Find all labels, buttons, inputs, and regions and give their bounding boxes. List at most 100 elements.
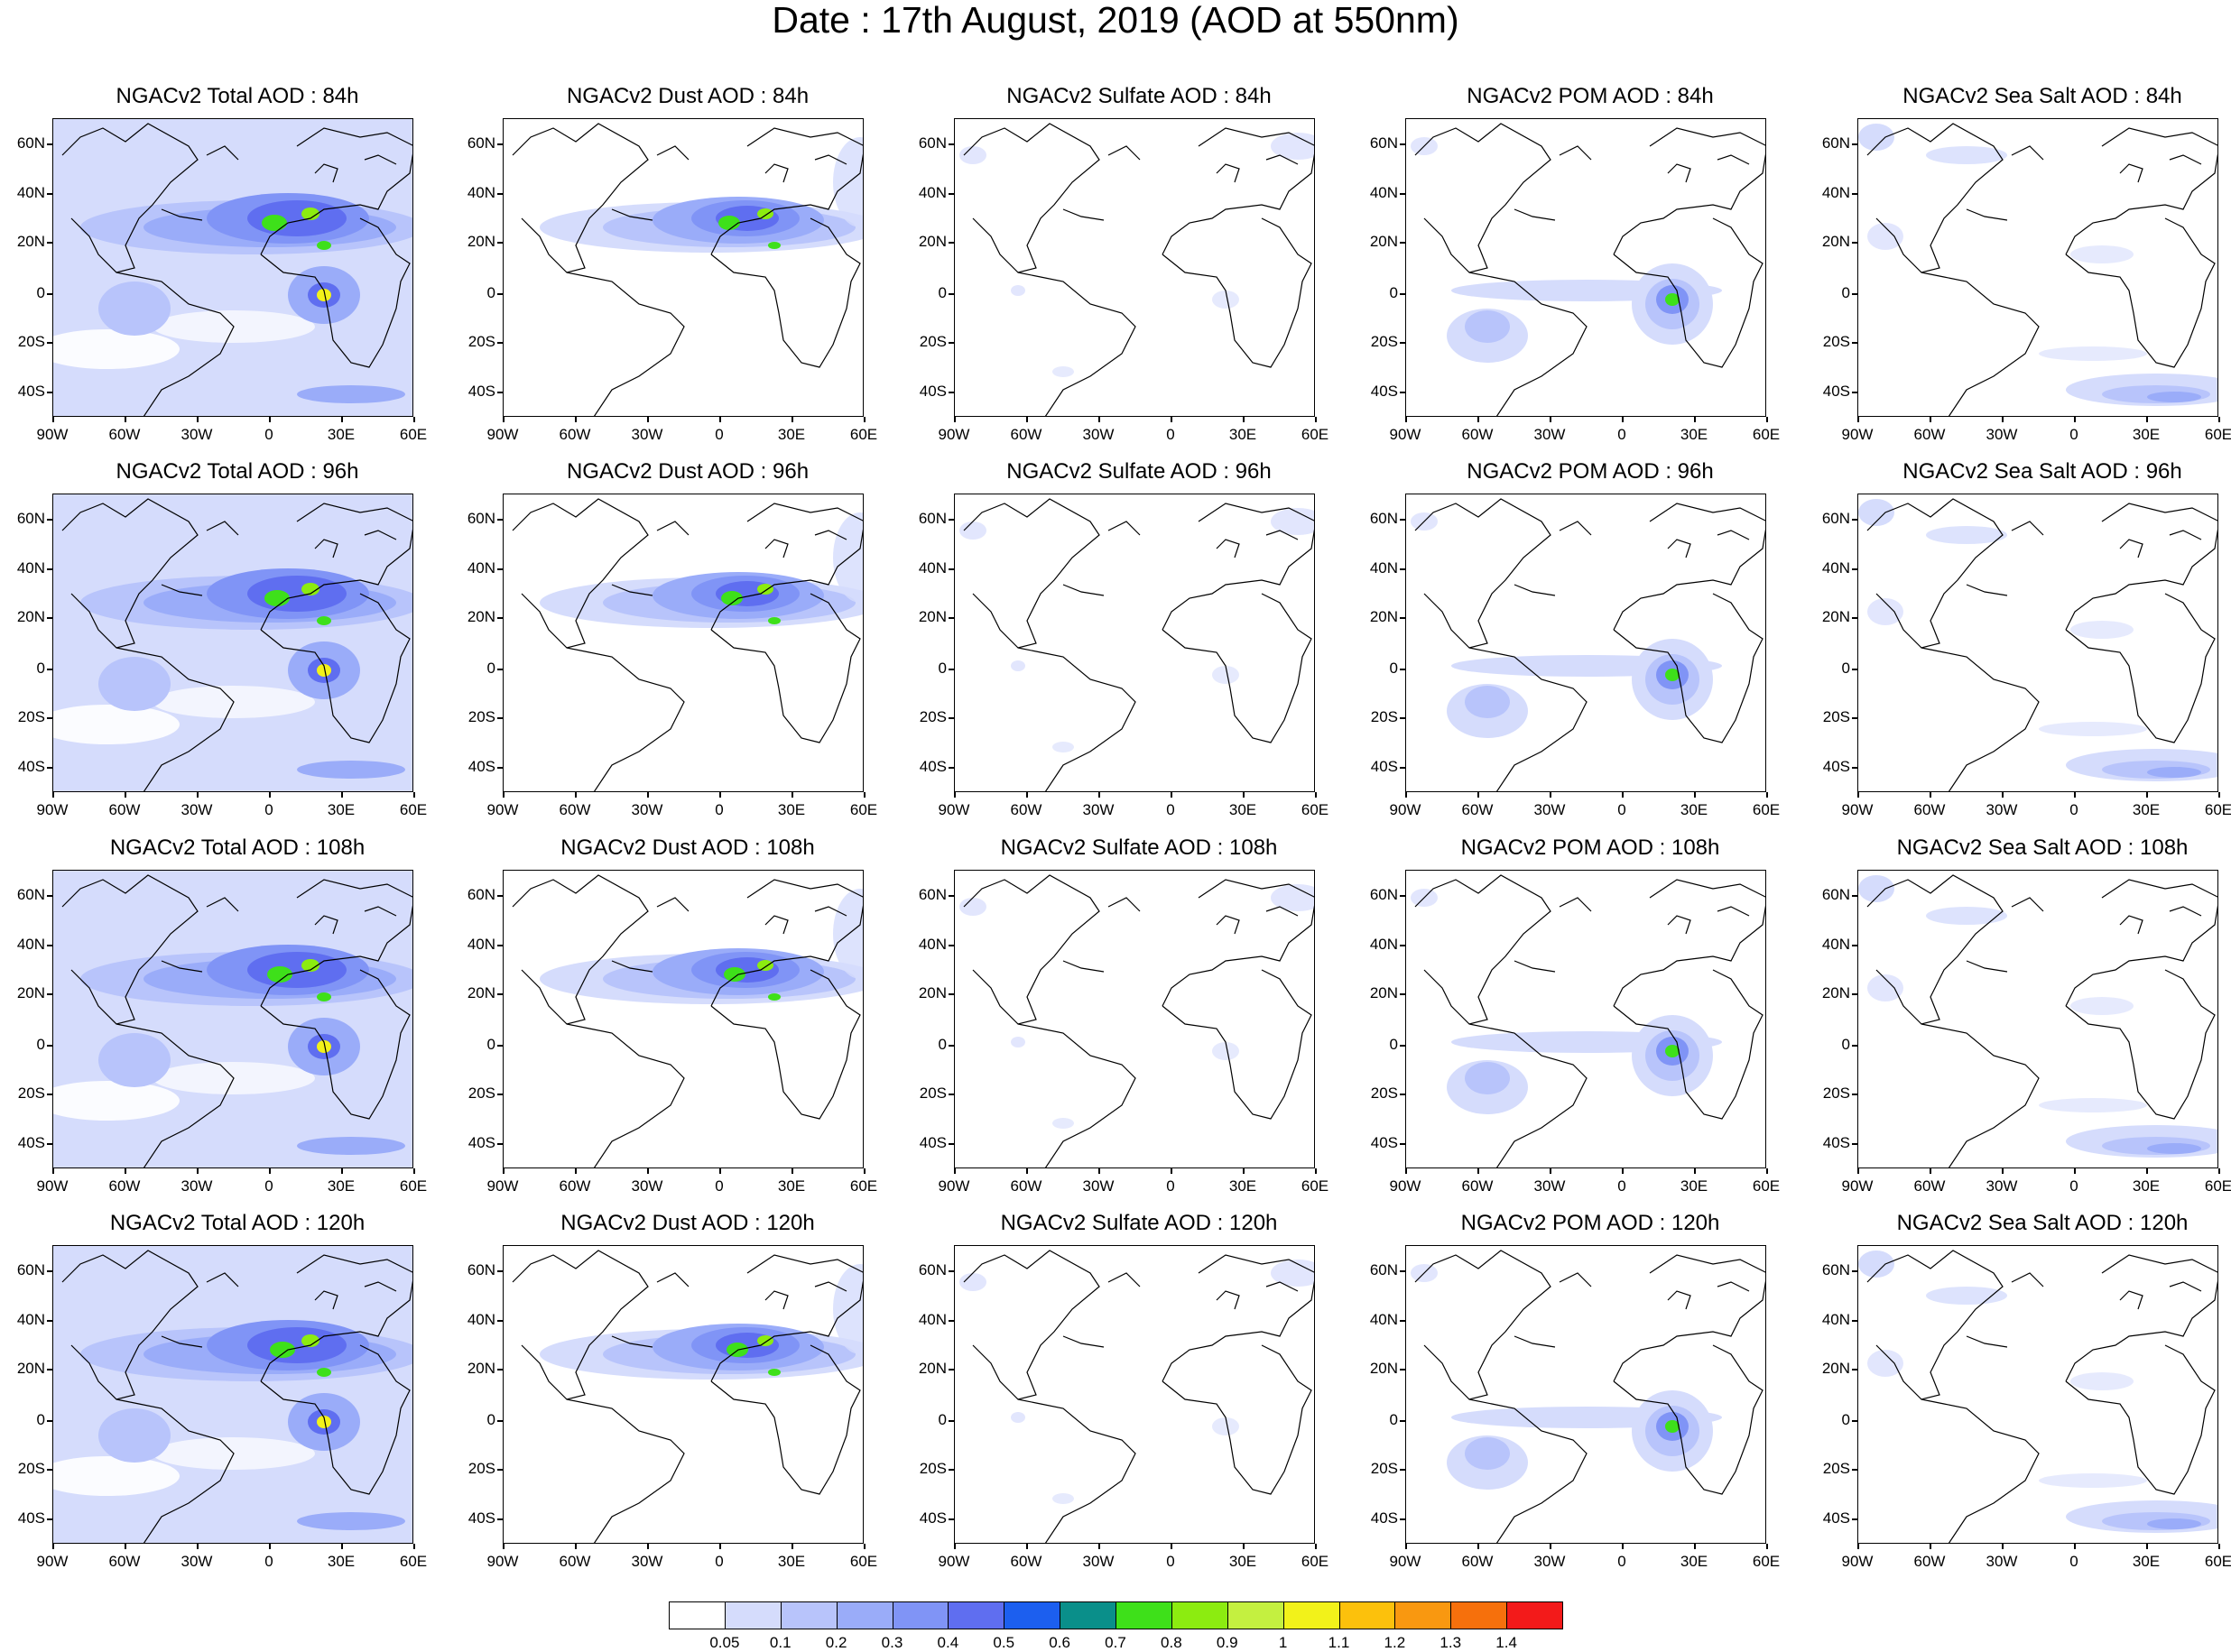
aod-field-map xyxy=(1858,1250,2217,1543)
lat-tick-mark xyxy=(497,717,503,719)
lon-tick-label: 90W xyxy=(1389,801,1421,818)
lon-tick-mark xyxy=(647,417,649,422)
lat-tick-label: 40S xyxy=(1822,1509,1850,1527)
lon-tick-mark xyxy=(1550,417,1551,422)
lon-tick-label: 60E xyxy=(399,1553,428,1570)
lon-tick-label: 60W xyxy=(1461,426,1494,443)
lon-tick-mark xyxy=(1171,1168,1172,1174)
map-panel-pom-108h: NGACv2 POM AOD : 108h 60N 40N 20N 0 20S 40S 90W… xyxy=(1370,835,1780,1195)
lat-tick-label: 40N xyxy=(16,1311,45,1328)
map-panel-dust-84h: NGACv2 Dust AOD : 84h 60N 40N 20N 0 20S 40S 90W… xyxy=(467,84,877,443)
lat-tick-label: 40N xyxy=(1369,184,1398,201)
lat-tick-mark xyxy=(497,193,503,195)
colorbar-tick-label: 0.2 xyxy=(825,1634,847,1651)
lon-tick-mark xyxy=(1315,1544,1317,1549)
lon-tick-label: 30E xyxy=(2132,426,2161,443)
panel-title: NGACv2 Sea Salt AOD : 96h xyxy=(1902,459,2182,484)
lat-tick-label: 40S xyxy=(1370,1134,1398,1151)
lat-tick-label: 40N xyxy=(918,184,947,201)
lon-tick-label: 60W xyxy=(108,801,141,818)
lon-tick-label: 30E xyxy=(327,1553,356,1570)
aod-field-map xyxy=(53,1246,412,1543)
lon-tick-mark xyxy=(1243,792,1245,798)
lat-tick-label: 40S xyxy=(919,383,947,400)
map-area xyxy=(503,1245,864,1544)
lon-tick-label: 90W xyxy=(486,1177,519,1195)
lat-tick-label: 0 xyxy=(486,1036,495,1053)
panel-title: NGACv2 Sulfate AOD : 84h xyxy=(1006,84,1272,108)
lat-tick-mark xyxy=(949,1045,954,1047)
lon-tick-label: 0 xyxy=(1617,426,1626,443)
lat-tick-label: 20N xyxy=(467,608,495,625)
lon-tick-label: 60E xyxy=(399,426,428,443)
lon-tick-label: 30E xyxy=(2132,1177,2161,1195)
lon-tick-mark xyxy=(954,1168,956,1174)
lon-tick-label: 90W xyxy=(486,426,519,443)
lon-tick-label: 30W xyxy=(1082,1177,1115,1195)
lat-tick-mark xyxy=(1400,1094,1405,1095)
lon-tick-mark xyxy=(269,792,271,798)
lat-tick-label: 60N xyxy=(467,510,495,527)
lat-tick-mark xyxy=(1400,895,1405,897)
lon-tick-mark xyxy=(413,1544,415,1549)
lat-tick-label: 40S xyxy=(467,383,495,400)
map-area xyxy=(503,118,864,417)
lon-tick-mark xyxy=(1622,417,1624,422)
lat-tick-label: 0 xyxy=(36,660,45,677)
colorbar-tick-label: 1 xyxy=(1278,1634,1288,1651)
map-area xyxy=(954,1245,1315,1544)
map-panel-sulfate-120h: NGACv2 Sulfate AOD : 120h 60N 40N 20N 0 20S 40… xyxy=(919,1211,1328,1570)
lat-tick-label: 20N xyxy=(1369,984,1398,1001)
lat-tick-mark xyxy=(1400,1420,1405,1422)
map-area xyxy=(1405,870,1766,1168)
lat-tick-mark xyxy=(497,242,503,244)
lon-tick-label: 30E xyxy=(327,801,356,818)
colorbar-tick-label: 0.3 xyxy=(881,1634,903,1651)
lat-tick-label: 20N xyxy=(1821,1360,1850,1377)
colorbar-swatch xyxy=(1004,1601,1061,1629)
lat-tick-label: 40S xyxy=(467,758,495,775)
lat-tick-mark xyxy=(497,1369,503,1371)
lat-tick-label: 0 xyxy=(1389,1036,1398,1053)
lat-tick-mark xyxy=(497,519,503,521)
lon-tick-mark xyxy=(503,1544,505,1549)
lat-tick-label: 60N xyxy=(1821,510,1850,527)
lat-tick-mark xyxy=(1852,519,1857,521)
lon-tick-mark xyxy=(864,1544,866,1549)
lat-tick-label: 40N xyxy=(1369,1311,1398,1328)
lat-tick-label: 0 xyxy=(1841,660,1850,677)
lat-tick-mark xyxy=(47,1369,52,1371)
panel-title: NGACv2 Sulfate AOD : 108h xyxy=(1000,835,1278,860)
lon-tick-mark xyxy=(413,417,415,422)
map-area xyxy=(503,870,864,1168)
lon-tick-label: 60W xyxy=(559,801,591,818)
lon-tick-mark xyxy=(1243,1168,1245,1174)
lon-tick-label: 60W xyxy=(559,1177,591,1195)
colorbar-tick-label: 0.4 xyxy=(937,1634,959,1651)
lon-tick-label: 60W xyxy=(1913,1553,1946,1570)
lon-tick-mark xyxy=(341,792,343,798)
lon-tick-label: 30W xyxy=(631,1553,663,1570)
lat-tick-mark xyxy=(949,617,954,619)
map-area xyxy=(1857,1245,2218,1544)
lat-tick-mark xyxy=(1852,242,1857,244)
lon-tick-mark xyxy=(791,1168,793,1174)
lon-tick-label: 30E xyxy=(2132,801,2161,818)
lon-tick-label: 90W xyxy=(938,426,970,443)
lat-tick-mark xyxy=(47,1094,52,1095)
lon-tick-mark xyxy=(197,417,199,422)
lon-tick-label: 60W xyxy=(1010,1177,1042,1195)
lat-tick-label: 40N xyxy=(1821,1311,1850,1328)
lat-tick-label: 20S xyxy=(1370,708,1398,725)
lon-tick-mark xyxy=(791,792,793,798)
colorbar-tick-label: 1.1 xyxy=(1328,1634,1350,1651)
lat-tick-mark xyxy=(1852,143,1857,145)
lat-tick-label: 40S xyxy=(1822,758,1850,775)
lat-tick-mark xyxy=(1852,1420,1857,1422)
lat-tick-mark xyxy=(1852,1045,1857,1047)
lon-tick-label: 30W xyxy=(1533,426,1566,443)
lon-tick-label: 60E xyxy=(1301,1177,1329,1195)
lon-tick-label: 0 xyxy=(715,1177,724,1195)
panel-title: NGACv2 Sea Salt AOD : 120h xyxy=(1896,1211,2189,1235)
lon-tick-mark xyxy=(52,1168,54,1174)
